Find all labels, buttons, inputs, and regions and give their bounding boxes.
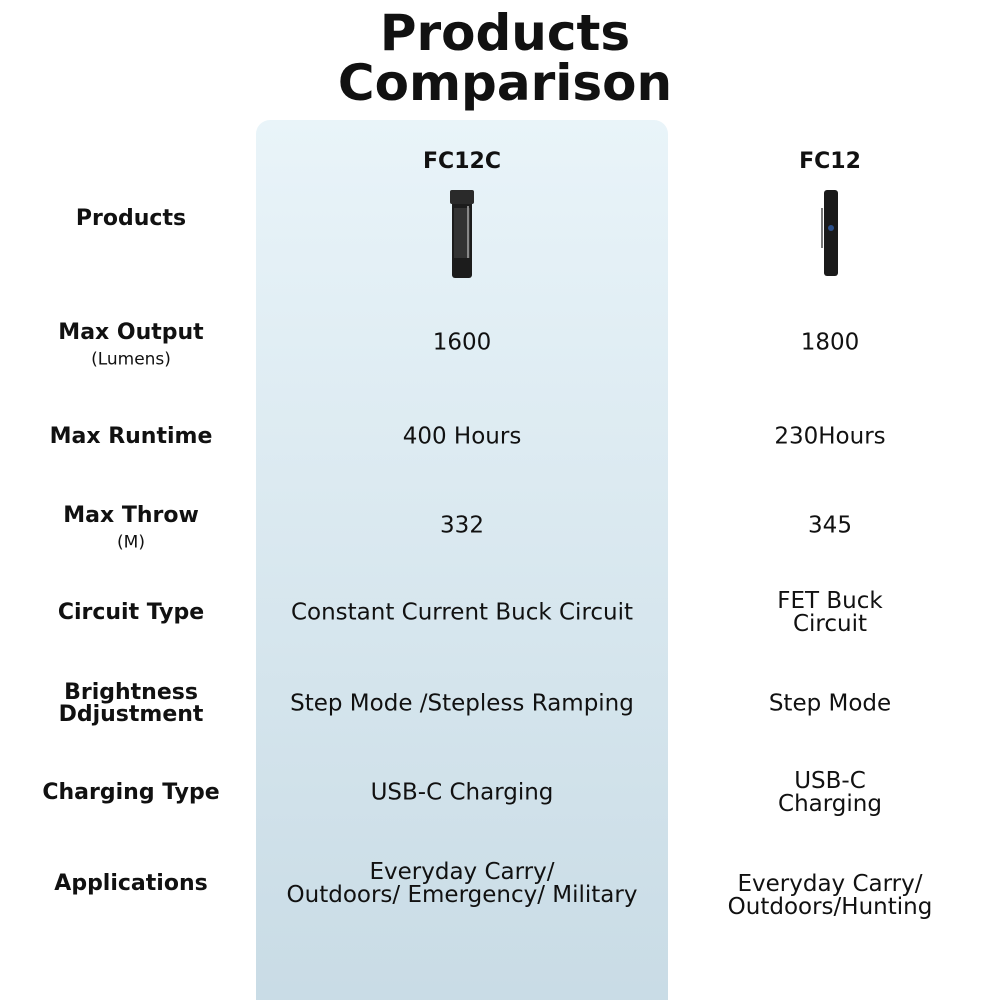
title: Products Comparison <box>337 4 673 112</box>
row-label: Applications <box>54 871 208 896</box>
fc12-image <box>821 190 838 276</box>
cell: 1800 <box>800 329 860 356</box>
cell: 230Hours <box>774 423 886 450</box>
cell: 1600 <box>432 329 492 356</box>
cell: Constant Current Buck Circuit <box>290 599 634 626</box>
cell: USB-C Charging <box>778 768 882 817</box>
row-label: Max Output <box>58 320 204 345</box>
cell: 400 Hours <box>402 423 522 450</box>
row-label: Brightness Ddjustment <box>58 680 204 727</box>
row-label: Max Runtime <box>49 424 213 449</box>
cell: 345 <box>808 512 852 539</box>
cell: Everyday Carry/ Outdoors/Hunting <box>727 871 933 920</box>
row-unit: (M) <box>117 532 145 553</box>
row-label: Max Throw <box>63 503 199 528</box>
row-label: Charging Type <box>42 780 220 805</box>
column-header: FC12 <box>799 149 861 174</box>
fc12c-image <box>450 190 474 278</box>
row-label: Products <box>75 206 187 231</box>
column-header: FC12C <box>423 149 501 174</box>
row-label: Circuit Type <box>57 600 205 625</box>
cell: Step Mode /Stepless Ramping <box>290 690 634 717</box>
cell: USB-C Charging <box>370 779 554 806</box>
row-unit: (Lumens) <box>91 349 171 370</box>
cell: Step Mode <box>768 690 892 717</box>
cell: Everyday Carry/ Outdoors/ Emergency/ Mil… <box>286 859 638 908</box>
cell: 332 <box>440 512 484 539</box>
cell: FET Buck Circuit <box>777 588 883 637</box>
